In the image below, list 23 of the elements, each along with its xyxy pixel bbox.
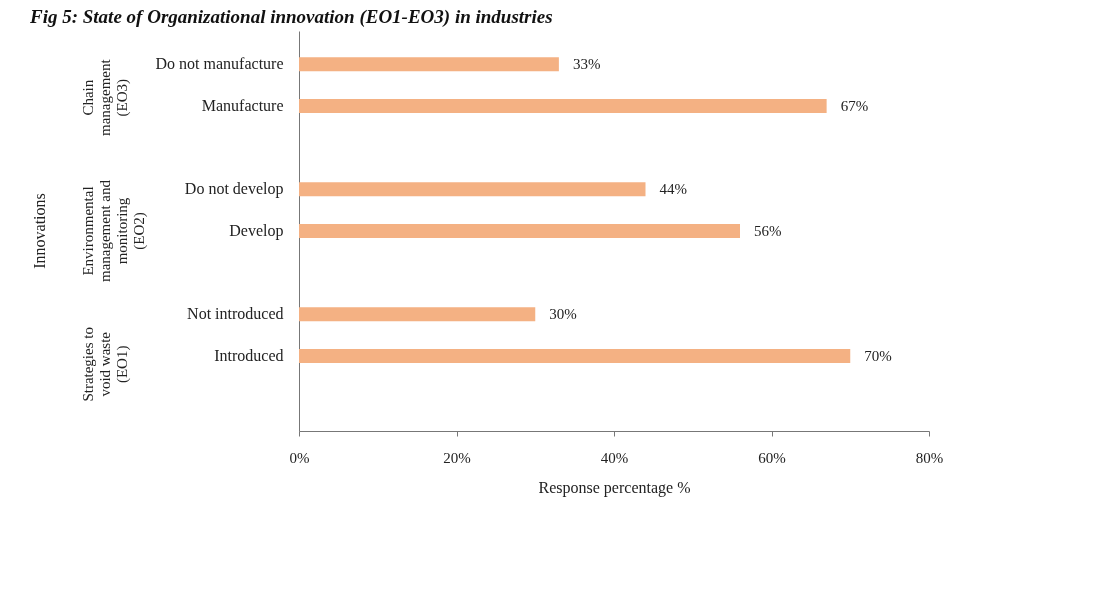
data-label: 44% bbox=[659, 181, 687, 198]
data-label: 67% bbox=[840, 98, 869, 114]
data-label: 30% bbox=[549, 306, 577, 323]
y-tick-label: Develop bbox=[229, 222, 284, 240]
x-tick-label: 80% bbox=[915, 449, 944, 466]
x-tick-label: 40% bbox=[600, 449, 629, 466]
x-tick-label: 60% bbox=[758, 449, 786, 466]
text: Strategies to void waste (EO1) bbox=[80, 327, 131, 402]
y-tick-label: Do not develop bbox=[184, 180, 284, 199]
chart-title: Fig 5: State of Organizational innovation (EO1-EO3) in industries bbox=[29, 6, 553, 28]
y-tick-label: Not introduced bbox=[187, 305, 284, 323]
x-tick-label: 0% bbox=[289, 449, 310, 466]
text: Environmental management and monitoring (EO2) bbox=[80, 179, 148, 283]
x-axis-title: Response percentage % bbox=[538, 478, 691, 497]
text: Innovations bbox=[31, 193, 48, 269]
y-tick-label: Do not manufacture bbox=[155, 55, 284, 73]
y-tick-label: Introduced bbox=[214, 347, 284, 364]
text: Chain management (EO3) bbox=[80, 58, 131, 136]
data-label: 56% bbox=[754, 223, 782, 239]
data-label: 33% bbox=[572, 56, 601, 73]
x-tick-label: 20% bbox=[443, 449, 471, 466]
data-label: 70% bbox=[864, 348, 892, 364]
y-tick-label: Manufacture bbox=[201, 97, 284, 114]
